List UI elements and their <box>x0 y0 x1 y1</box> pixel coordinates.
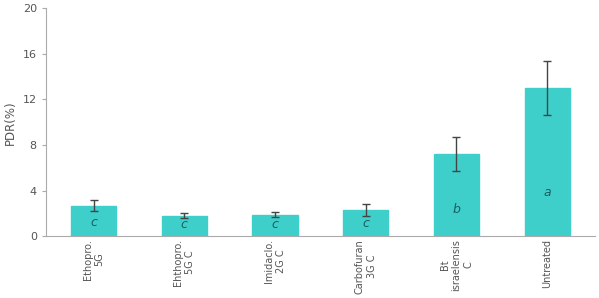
Bar <box>343 210 388 236</box>
Y-axis label: PDR(%): PDR(%) <box>4 100 17 145</box>
Bar <box>252 215 298 236</box>
Bar <box>525 88 570 236</box>
Text: c: c <box>181 218 187 231</box>
Bar <box>434 154 479 236</box>
Text: a: a <box>543 186 551 199</box>
Text: c: c <box>362 217 369 230</box>
Bar <box>162 216 207 236</box>
Text: c: c <box>90 216 97 229</box>
Text: c: c <box>271 218 279 231</box>
Text: b: b <box>452 203 461 216</box>
Bar <box>71 206 116 236</box>
